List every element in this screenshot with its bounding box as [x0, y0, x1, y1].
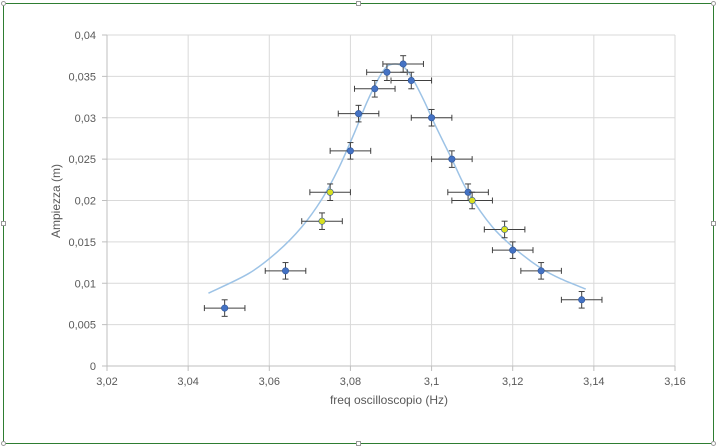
data-point [353, 80, 396, 98]
data-point [309, 183, 351, 201]
point-marker [428, 114, 436, 122]
point-marker [501, 225, 509, 233]
point-marker [282, 267, 290, 275]
point-marker [537, 267, 545, 275]
data-point [301, 212, 343, 230]
x-tick-label: 3,14 [583, 376, 604, 388]
data-point [203, 299, 246, 317]
resize-handle-top-center[interactable] [356, 1, 361, 6]
data-point [491, 241, 534, 259]
point-marker [399, 60, 407, 68]
point-marker [326, 188, 334, 196]
x-tick-label: 3,12 [502, 376, 523, 388]
y-axis-title: Ampiezza (m) [49, 164, 63, 238]
point-marker [383, 68, 391, 76]
y-tick-label: 0,01 [75, 278, 96, 290]
point-marker [448, 155, 456, 163]
fit-curve [208, 63, 587, 294]
data-point [451, 191, 493, 210]
point-marker [346, 147, 354, 155]
resize-handle-bottom-center[interactable] [356, 441, 361, 446]
fit-curve-layer [208, 63, 587, 294]
y-tick-label: 0,025 [68, 154, 96, 166]
data-point [520, 262, 562, 280]
y-tick-label: 0 [90, 361, 96, 373]
data-point [410, 108, 453, 127]
axes [102, 34, 676, 371]
x-tick-label: 3,06 [259, 376, 280, 388]
gridlines [107, 34, 676, 366]
data-point [447, 183, 489, 201]
y-tick-label: 0,04 [75, 30, 96, 42]
y-tick-label: 0,03 [75, 113, 96, 125]
x-tick-label: 3,04 [177, 376, 198, 388]
y-tick-label: 0,02 [75, 196, 96, 208]
data-point [483, 220, 526, 239]
x-tick-label: 3,1 [424, 376, 439, 388]
tick-labels: 3,02 3,04 3,06 3,08 3,1 3,12 3,14 3,16 0 0,005 0,0… [68, 30, 685, 388]
point-marker [509, 246, 517, 254]
y-tick-label: 0,005 [68, 320, 96, 332]
x-axis-title: freq oscilloscopio (Hz) [330, 393, 448, 407]
data-point [337, 104, 380, 123]
data-point [390, 71, 433, 90]
y-tick-label: 0,035 [68, 71, 96, 83]
point-marker [221, 304, 229, 312]
resize-handle-top-right[interactable] [711, 1, 716, 6]
data-point [560, 291, 603, 309]
x-tick-label: 3,16 [664, 376, 685, 388]
resize-handle-middle-right[interactable] [711, 221, 716, 226]
resize-handle-middle-left[interactable] [1, 221, 6, 226]
point-marker [468, 197, 476, 205]
data-point [329, 142, 372, 160]
data-points [203, 55, 603, 317]
x-tick-label: 3,08 [340, 376, 361, 388]
data-point [382, 55, 424, 73]
data-point [264, 262, 307, 280]
data-point [431, 150, 473, 168]
point-marker [371, 85, 379, 93]
point-marker [578, 296, 586, 304]
resize-handle-bottom-left[interactable] [1, 441, 6, 446]
x-tick-label: 3,02 [96, 376, 117, 388]
point-marker [407, 77, 415, 85]
point-marker [355, 110, 363, 118]
point-marker [318, 217, 326, 225]
resize-handle-bottom-right[interactable] [711, 441, 716, 446]
y-tick-label: 0,015 [68, 237, 96, 249]
resize-handle-top-left[interactable] [1, 1, 6, 6]
